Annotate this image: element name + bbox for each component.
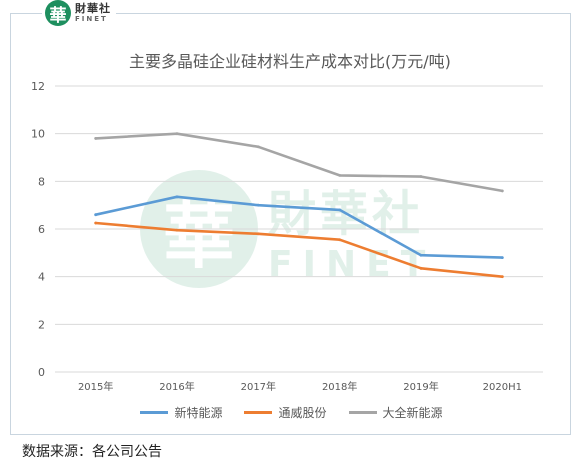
brand-name: 財華社 <box>75 2 111 15</box>
y-tick-label: 6 <box>38 223 45 236</box>
data-point <box>419 266 423 270</box>
x-tick-label: 2019年 <box>403 380 438 393</box>
series-line-1 <box>94 221 504 279</box>
data-point <box>94 137 98 140</box>
data-point <box>256 145 260 149</box>
legend-swatch <box>348 411 377 414</box>
data-point <box>500 275 504 279</box>
chart-title: 主要多晶硅企业硅材料生产成本对比(万元/吨) <box>129 52 451 71</box>
data-point <box>500 256 504 259</box>
y-tick-label: 0 <box>38 366 45 379</box>
x-tick-label: 2020H1 <box>483 382 522 393</box>
legend-label: 大全新能源 <box>382 406 443 420</box>
legend-item: 大全新能源 <box>348 404 443 421</box>
data-point <box>338 173 342 177</box>
data-point <box>419 175 423 178</box>
brand-sub: FINET <box>75 15 108 23</box>
legend-item: 新特能源 <box>140 404 222 421</box>
x-tick-label: 2015年 <box>78 380 113 393</box>
y-tick-label: 2 <box>38 318 45 331</box>
data-point <box>175 228 179 232</box>
data-point <box>94 221 98 225</box>
legend-swatch <box>244 411 273 414</box>
series-line-0 <box>94 195 504 259</box>
legend-item: 通威股份 <box>244 404 327 421</box>
y-tick-label: 10 <box>31 128 45 141</box>
y-tick-label: 4 <box>38 271 45 284</box>
x-tick-label: 2016年 <box>159 380 194 393</box>
legend-label: 通威股份 <box>278 406 327 420</box>
data-source-note: 数据来源：各公司公告 <box>22 444 162 460</box>
brand-text: 財華社 FINET <box>75 3 111 23</box>
y-tick-label: 8 <box>38 175 45 188</box>
series-line-2 <box>94 132 504 193</box>
x-tick-label: 2017年 <box>241 380 276 393</box>
chart-legend: 新特能源 通威股份 大全新能源 <box>0 404 583 421</box>
data-point <box>94 213 98 217</box>
x-tick-label: 2018年 <box>322 380 357 393</box>
finet-logo-icon: 華 <box>45 0 71 26</box>
data-point <box>175 195 179 199</box>
data-point <box>500 189 504 193</box>
data-point <box>419 253 423 257</box>
data-point <box>338 238 342 242</box>
data-point <box>256 203 260 207</box>
brand-header: 華 財華社 FINET <box>42 0 116 26</box>
y-tick-label: 12 <box>31 80 45 93</box>
legend-label: 新特能源 <box>174 406 223 420</box>
data-point <box>338 208 342 212</box>
data-point <box>175 132 179 136</box>
data-point <box>256 232 260 236</box>
legend-swatch <box>140 411 169 414</box>
